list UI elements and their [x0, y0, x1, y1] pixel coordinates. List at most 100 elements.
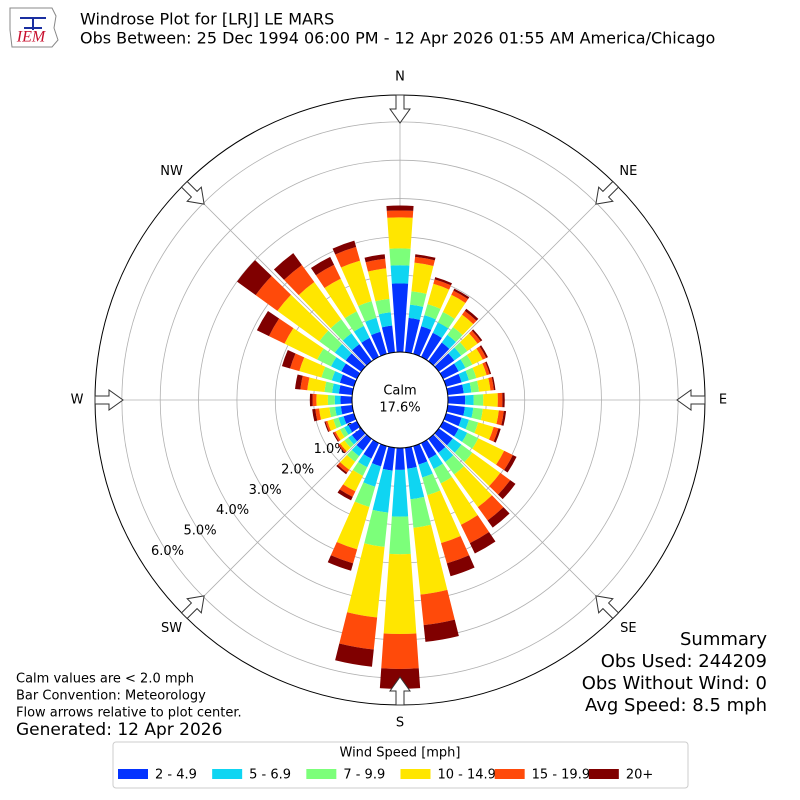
generated-date: Generated: 12 Apr 2026: [16, 720, 222, 740]
legend-swatch: [494, 769, 525, 779]
wind-bar-segment: [371, 331, 387, 357]
legend-label: 15 - 19.9: [532, 768, 590, 783]
compass-label: E: [719, 393, 727, 408]
wind-bar-segment: [371, 443, 387, 467]
wind-bar-segment: [446, 384, 464, 395]
wind-bar-segment: [298, 282, 342, 329]
wind-bar-segment: [438, 446, 454, 463]
wind-bar-segment: [474, 422, 494, 440]
wind-bar-segment: [341, 260, 372, 307]
radial-tick-label: 3.0%: [249, 483, 282, 498]
wind-bar-segment: [459, 333, 478, 352]
wind-bar-segment: [340, 395, 353, 405]
wind-bar-segment: [469, 380, 480, 393]
flow-arrow-shape: [180, 595, 205, 620]
flow-arrow: [180, 595, 205, 620]
flow-arrow-shape: [676, 389, 706, 411]
calm-circle: [351, 351, 449, 449]
wind-bar-segment: [352, 344, 372, 366]
wind-bar-segment: [462, 382, 472, 394]
legend-swatch: [118, 769, 148, 779]
wind-bar-segment: [351, 428, 366, 442]
wind-bar-segment: [421, 439, 437, 459]
wind-bar-segment: [477, 377, 491, 392]
wind-bar-segment: [445, 455, 464, 475]
wind-bar-segment: [321, 366, 336, 381]
wind-bar-segment: [496, 410, 504, 426]
wind-bar-segment: [332, 240, 357, 255]
wind-bar-segment: [487, 507, 510, 528]
wind-bar-segment: [422, 473, 441, 496]
radial-tick-label: 5.0%: [184, 523, 217, 538]
wind-bar-segment: [344, 311, 364, 332]
wind-bar-segment: [448, 347, 462, 361]
spoke: [399, 399, 616, 616]
logo-mark: [20, 17, 46, 30]
radial-tick-label: 4.0%: [216, 503, 249, 518]
compass-label: NW: [160, 164, 183, 179]
wind-bar-segment: [332, 383, 341, 394]
wind-bar-segment: [462, 432, 479, 449]
radial-tick-label: 1.0%: [314, 442, 347, 457]
wind-bar-segment: [502, 392, 505, 408]
wind-bar-segment: [337, 444, 346, 454]
wind-bar-segment: [428, 434, 446, 453]
wind-bar-segment: [454, 342, 468, 356]
radial-tick-label: 2.0%: [281, 462, 314, 477]
wind-bar-segment: [485, 361, 492, 375]
wind-bar-segment: [352, 462, 368, 476]
wind-bar-segment: [389, 248, 411, 266]
wind-bar-segment: [338, 443, 347, 453]
wind-bar-segment: [472, 363, 487, 379]
wind-bar-segment: [307, 377, 327, 393]
legend-swatch: [400, 769, 431, 779]
legend-label: 20+: [626, 768, 653, 783]
wind-bar-segment: [337, 489, 353, 501]
wind-bar-segment: [324, 278, 357, 319]
wind-bar-segment: [295, 374, 303, 390]
wind-bar-segment: [281, 350, 296, 369]
note: Calm values are < 2.0 mph: [16, 672, 194, 687]
wind-bar-segment: [339, 427, 349, 438]
wind-bar-segment: [405, 446, 417, 469]
wind-bar-segment: [333, 417, 342, 429]
wind-bar-segment: [346, 449, 360, 462]
wind-bar-segment: [446, 438, 462, 453]
summary-line: Avg Speed: 8.5 mph: [585, 695, 767, 716]
wind-bar-segment: [421, 332, 442, 361]
wind-bar-segment: [351, 445, 364, 457]
wind-bar-segment: [343, 413, 357, 424]
legend-swatch: [306, 769, 337, 779]
wind-bar-segment: [446, 555, 475, 577]
wind-bar-segment: [344, 437, 354, 448]
wind-bar-segment: [364, 509, 389, 547]
wind-bar-segment: [434, 428, 453, 446]
wind-bar-segment: [473, 394, 484, 406]
wind-bar-segment: [439, 363, 459, 379]
wind-bar-segment: [330, 541, 358, 564]
wind-bar-segment: [462, 310, 477, 325]
wind-bar-segment: [489, 472, 511, 495]
wind-bar-segment: [464, 308, 479, 321]
wind-bar-segment: [466, 348, 483, 365]
wind-bar-segment: [365, 258, 387, 272]
wind-bar-segment: [345, 353, 366, 372]
wind-bar-segment: [390, 265, 410, 284]
wind-bar-segment: [497, 480, 516, 500]
wind-bar-segment: [237, 260, 272, 296]
wind-bar-segment: [347, 543, 385, 618]
wind-bar-segment: [476, 346, 487, 360]
wind-bar-segment: [338, 385, 354, 395]
calm-value: 17.6%: [379, 401, 420, 416]
wind-bar-segment: [329, 406, 337, 418]
flow-arrow: [676, 389, 706, 411]
wind-bar-segment: [451, 290, 469, 303]
wind-bar-segment: [330, 319, 352, 341]
wind-bar-segment: [471, 329, 483, 342]
wind-bar-segment: [325, 420, 331, 432]
wind-bar-segment: [365, 317, 381, 336]
wind-bar-segment: [299, 357, 326, 378]
summary-line: Obs Used: 244209: [601, 651, 767, 672]
wind-bar-segment: [453, 288, 470, 300]
